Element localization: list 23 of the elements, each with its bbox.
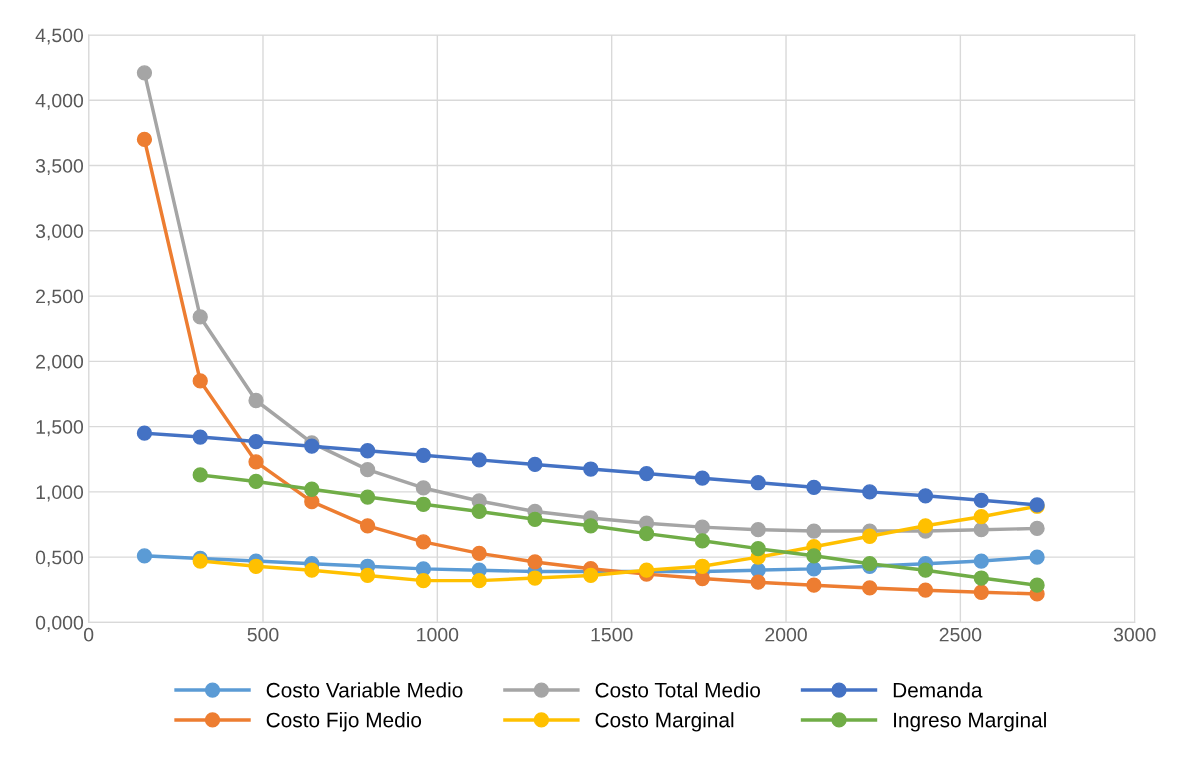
x-tick-label: 2500: [939, 627, 982, 642]
x-tick-label: 2000: [765, 627, 807, 642]
y-tick-label: 4,500: [35, 28, 84, 45]
x-tick-label: 1000: [417, 627, 459, 642]
legend-label: Ingreso Marginal: [894, 712, 1046, 732]
y-tick-label: 3,000: [35, 224, 84, 241]
y-tick-label: 2,000: [36, 354, 84, 371]
x-tick-label: 1500: [591, 627, 633, 642]
x-tick-label: 3000: [1113, 627, 1156, 642]
legend-label: Costo Marginal: [595, 712, 734, 732]
legend-label: Costo Total Medio: [595, 682, 761, 698]
y-tick-label: 1,500: [36, 420, 84, 437]
y-tick-label: 1,000: [36, 485, 84, 502]
x-tick-label: 0: [84, 627, 94, 642]
legend-label: Demanda: [893, 682, 983, 698]
legend-label: Costo Fijo Medio: [266, 712, 422, 732]
y-tick-label: 0,000: [35, 615, 84, 632]
x-tick-label: 500: [247, 627, 279, 642]
y-tick-label: 3,500: [35, 159, 84, 176]
y-tick-label: 0,500: [35, 550, 84, 567]
legend-label: Costo Variable Medio: [266, 682, 463, 698]
y-tick-label: 4,000: [35, 93, 84, 110]
y-tick-label: 2,500: [36, 289, 84, 306]
